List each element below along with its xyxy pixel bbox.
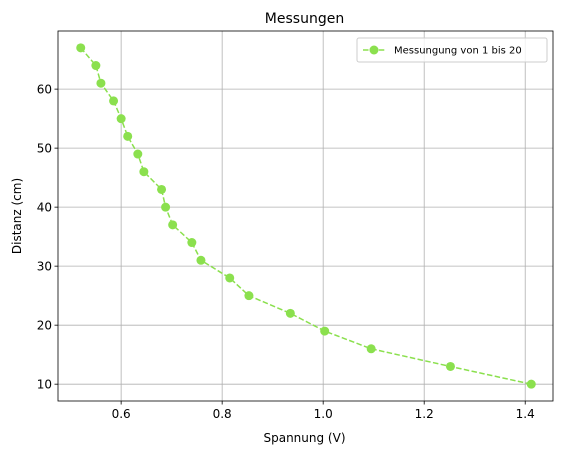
data-point — [123, 131, 133, 141]
x-tick-label: 1.0 — [314, 407, 333, 421]
data-point — [76, 43, 86, 53]
x-axis: 0.6 0.8 1.0 1.2 1.4 — [112, 401, 535, 421]
legend-label: Messungung von 1 bis 20 — [394, 46, 522, 57]
data-point — [285, 308, 295, 318]
x-tick-label: 1.4 — [516, 407, 535, 421]
plot-frame — [57, 30, 554, 402]
series-layer — [76, 43, 536, 389]
x-tick-label: 1.2 — [415, 407, 434, 421]
data-point — [244, 291, 254, 301]
data-point — [445, 361, 455, 371]
data-point — [96, 78, 106, 88]
y-axis-label: Distanz (cm) — [10, 178, 24, 254]
data-point — [187, 238, 197, 248]
data-point — [168, 220, 178, 230]
data-point — [91, 61, 101, 71]
data-point — [320, 326, 330, 336]
data-point — [116, 114, 126, 124]
data-point — [196, 255, 206, 265]
data-point — [139, 167, 149, 177]
y-tick-label: 40 — [37, 200, 52, 214]
y-tick-label: 20 — [37, 318, 52, 332]
chart-title: Messungen — [265, 11, 344, 27]
x-tick-label: 0.6 — [112, 407, 131, 421]
legend-box — [356, 37, 548, 63]
y-tick-label: 50 — [37, 141, 52, 155]
data-point — [161, 202, 171, 212]
legend: Messungung von 1 bis 20 — [356, 37, 548, 63]
data-point — [366, 344, 376, 354]
y-tick-label: 10 — [37, 377, 52, 391]
data-point — [109, 96, 119, 106]
y-tick-label: 30 — [37, 259, 52, 273]
data-point — [225, 273, 235, 283]
x-tick-label: 0.8 — [213, 407, 232, 421]
y-tick-label: 60 — [37, 82, 52, 96]
grid — [58, 31, 553, 401]
y-axis: 10 20 30 40 50 60 — [37, 82, 58, 391]
data-point — [133, 149, 143, 159]
data-point — [157, 184, 167, 194]
x-axis-label: Spannung (V) — [263, 431, 345, 445]
data-point — [526, 379, 536, 389]
legend-marker-sample — [369, 45, 379, 55]
